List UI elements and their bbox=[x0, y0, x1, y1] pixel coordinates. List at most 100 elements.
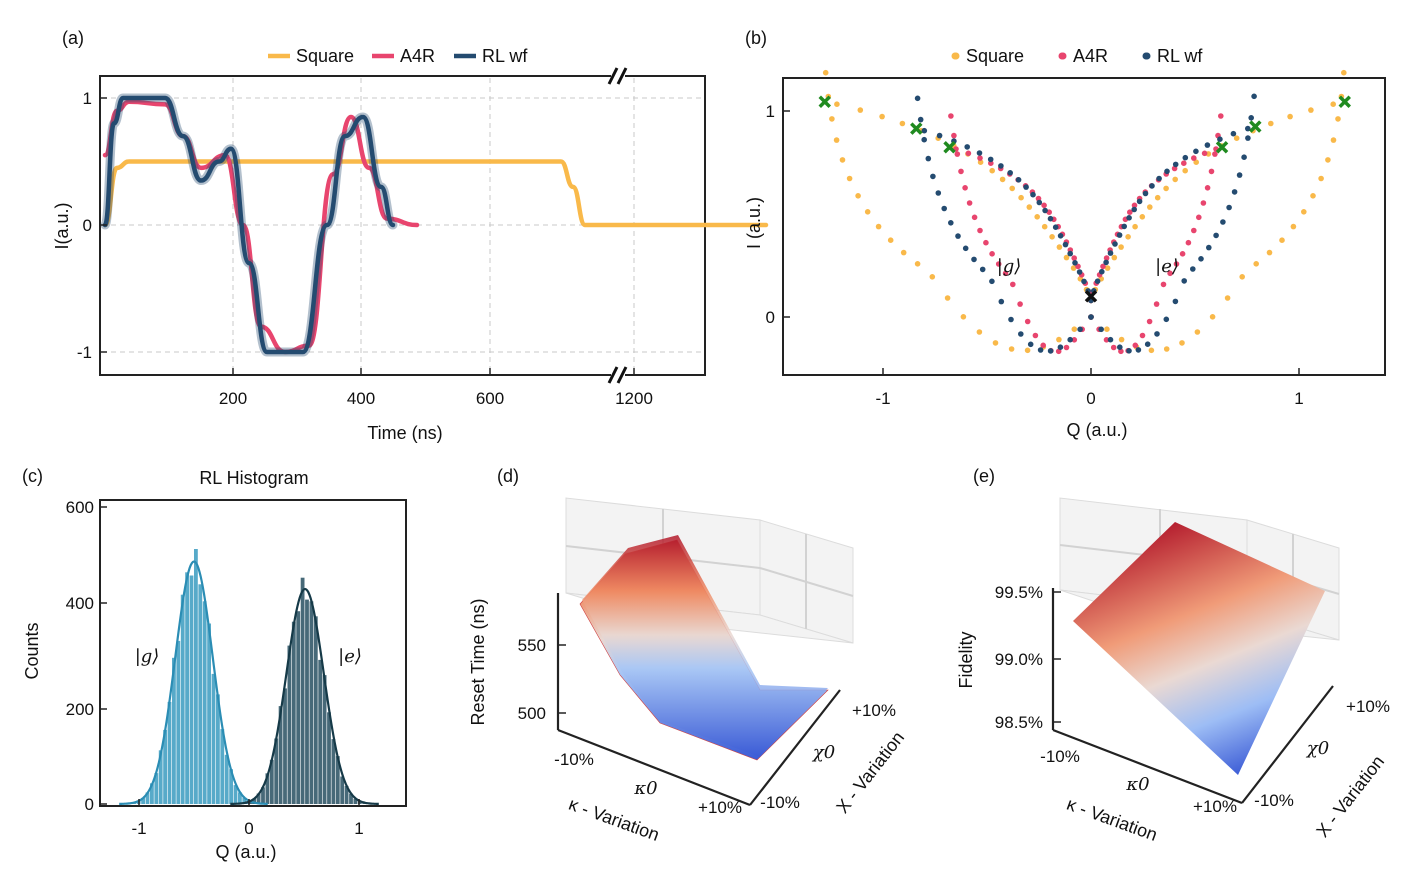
series-b-point bbox=[1206, 244, 1212, 251]
series-b-point bbox=[960, 314, 967, 320]
series-b-point bbox=[962, 245, 969, 252]
series-b-point bbox=[979, 266, 986, 273]
series-b-point bbox=[983, 239, 989, 246]
series-b-point bbox=[1204, 185, 1211, 191]
series-b-point bbox=[1154, 331, 1160, 337]
xtick-c-1: 0 bbox=[244, 819, 253, 838]
series-b-point bbox=[1057, 344, 1064, 351]
hist-bar-e bbox=[331, 739, 336, 804]
ztick-d-1: 550 bbox=[518, 636, 546, 655]
series-b-point bbox=[955, 233, 961, 239]
series-b-point bbox=[1268, 120, 1274, 127]
panel-e: (e) 98.5%99.0%99.5%-10%κ0+10% -10%χ0+10% … bbox=[956, 466, 1390, 845]
series-b-RL-wf bbox=[914, 93, 1257, 354]
ket-e-label-c: |e⟩ bbox=[338, 646, 362, 667]
panel-c-label: (c) bbox=[22, 466, 43, 486]
gaussian-fit-e bbox=[230, 587, 379, 805]
break-line-1b bbox=[616, 366, 628, 384]
series-b-point bbox=[1239, 274, 1245, 280]
hist-bar-e bbox=[313, 616, 318, 804]
series-b-point bbox=[900, 249, 907, 256]
series-b-point bbox=[921, 136, 927, 143]
hist-bar-g bbox=[242, 797, 247, 804]
hist-bar-e bbox=[327, 712, 331, 804]
ytick-c-1: 200 bbox=[66, 700, 94, 719]
series-b-point bbox=[944, 295, 951, 301]
series-b-point bbox=[948, 113, 954, 119]
series-b-point bbox=[1341, 69, 1347, 76]
axis-break-marks bbox=[607, 67, 628, 384]
hist-bar-e bbox=[274, 738, 279, 804]
series-b-point bbox=[1030, 191, 1036, 198]
series-b-point bbox=[834, 101, 840, 107]
panel-d-chi-axis bbox=[749, 689, 841, 806]
series-b-point bbox=[857, 107, 864, 113]
series-b-point bbox=[1071, 255, 1077, 261]
hist-bar-e bbox=[305, 599, 309, 804]
hist-bar-e bbox=[357, 801, 362, 804]
panel-c: (c) RL Histogram |g⟩ |e⟩ -1 0 10200400600 … bbox=[22, 466, 407, 862]
break-line-0a bbox=[607, 67, 619, 85]
panel-c-ylabel: Counts bbox=[22, 622, 42, 679]
hist-bar-e bbox=[318, 659, 323, 804]
series-b-point bbox=[1164, 168, 1170, 175]
xtick-b-1: 0 bbox=[1086, 389, 1095, 408]
series-b-point bbox=[989, 167, 995, 174]
xtick-c-0: -1 bbox=[131, 819, 146, 838]
series-b-point bbox=[1147, 204, 1153, 210]
series-b-point bbox=[1037, 347, 1044, 353]
hist-bar-e bbox=[296, 611, 301, 804]
series-b-point bbox=[1063, 254, 1070, 261]
series-b-point bbox=[1172, 298, 1179, 305]
legend-a-entry-1: A4R bbox=[400, 46, 435, 66]
ztick-e-0: 98.5% bbox=[995, 713, 1043, 732]
series-b-point bbox=[989, 251, 995, 257]
series-b-point bbox=[958, 168, 964, 175]
series-b-point bbox=[1156, 175, 1162, 182]
panel-d: (d) 500 550 -10% κ0 +10% -10% χ0 +10% Reset Tim… bbox=[468, 466, 908, 845]
series-b-point bbox=[971, 214, 978, 221]
hist-bar-e bbox=[265, 773, 270, 804]
series-b-point bbox=[839, 157, 846, 163]
series-b-point bbox=[1008, 346, 1015, 352]
ytick-a-1: 0 bbox=[83, 216, 92, 235]
series-b-point bbox=[1144, 341, 1151, 348]
series-b-point bbox=[829, 116, 835, 122]
series-b-A4R bbox=[948, 113, 1224, 355]
series-b-point bbox=[1081, 278, 1087, 285]
hist-bar-g bbox=[154, 773, 159, 804]
series-b-point bbox=[1041, 202, 1047, 209]
hist-bar-g bbox=[150, 783, 154, 804]
series-b-point bbox=[1118, 244, 1124, 250]
series-b-point bbox=[1047, 348, 1054, 354]
series-b-point bbox=[1110, 344, 1117, 351]
series-b-point bbox=[1111, 254, 1118, 261]
series-b-point bbox=[965, 150, 972, 157]
break-line-0b bbox=[616, 67, 628, 85]
hist-bar-e bbox=[256, 793, 261, 804]
ytick-e-2: +10% bbox=[1346, 697, 1390, 716]
green-cross-marker-2 bbox=[943, 141, 956, 154]
series-b-point bbox=[1290, 223, 1297, 230]
hist-bar-g bbox=[167, 701, 172, 804]
series-b-point bbox=[1042, 207, 1048, 214]
series-b-point bbox=[1318, 175, 1324, 182]
series-b-point bbox=[1167, 270, 1173, 277]
hist-bar-e bbox=[309, 601, 314, 804]
series-b-point bbox=[1220, 219, 1226, 225]
series-b-point bbox=[1017, 301, 1023, 307]
series-b-point bbox=[1121, 223, 1127, 230]
series-b-point bbox=[1057, 233, 1064, 239]
panel-b: (b) Square A4R RL wf |g⟩ |e⟩ -1 0 1 1 0 Q (a.u… bbox=[744, 28, 1386, 440]
legend-a-entry-2: RL wf bbox=[482, 46, 528, 66]
series-b-point bbox=[1009, 185, 1015, 192]
panel-a-ylabel: I(a.u.) bbox=[52, 202, 72, 249]
legend-a-entry-0: Square bbox=[296, 46, 354, 66]
series-b-point bbox=[1076, 269, 1083, 275]
series-b-point bbox=[1103, 259, 1109, 266]
xtick-b-0: -1 bbox=[875, 389, 890, 408]
series-b-point bbox=[962, 185, 968, 191]
ket-g-label-c: |g⟩ bbox=[135, 646, 160, 667]
panel-d-label: (d) bbox=[497, 466, 519, 486]
xtick-b-2: 1 bbox=[1294, 389, 1303, 408]
